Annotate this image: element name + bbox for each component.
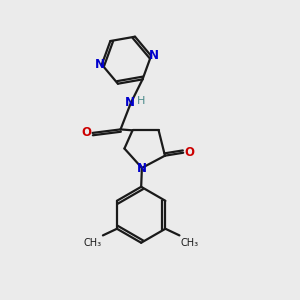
Text: N: N	[148, 49, 158, 62]
Text: H: H	[137, 96, 146, 106]
Text: N: N	[137, 162, 147, 175]
Text: N: N	[124, 96, 134, 110]
Text: O: O	[184, 146, 194, 159]
Text: CH₃: CH₃	[83, 238, 101, 248]
Text: N: N	[94, 58, 104, 71]
Text: CH₃: CH₃	[181, 238, 199, 248]
Text: O: O	[82, 126, 92, 140]
